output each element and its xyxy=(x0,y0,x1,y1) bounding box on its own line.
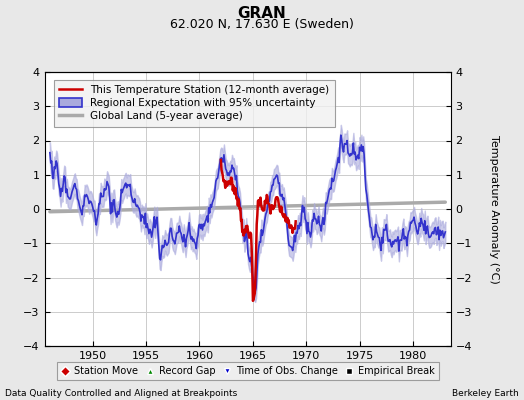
Legend: This Temperature Station (12-month average), Regional Expectation with 95% uncer: This Temperature Station (12-month avera… xyxy=(54,80,335,127)
Text: Berkeley Earth: Berkeley Earth xyxy=(452,389,519,398)
Text: Data Quality Controlled and Aligned at Breakpoints: Data Quality Controlled and Aligned at B… xyxy=(5,389,237,398)
Text: GRAN: GRAN xyxy=(237,6,287,21)
Legend: Station Move, Record Gap, Time of Obs. Change, Empirical Break: Station Move, Record Gap, Time of Obs. C… xyxy=(57,362,439,380)
Text: 62.020 N, 17.630 E (Sweden): 62.020 N, 17.630 E (Sweden) xyxy=(170,18,354,31)
Y-axis label: Temperature Anomaly (°C): Temperature Anomaly (°C) xyxy=(489,135,499,283)
